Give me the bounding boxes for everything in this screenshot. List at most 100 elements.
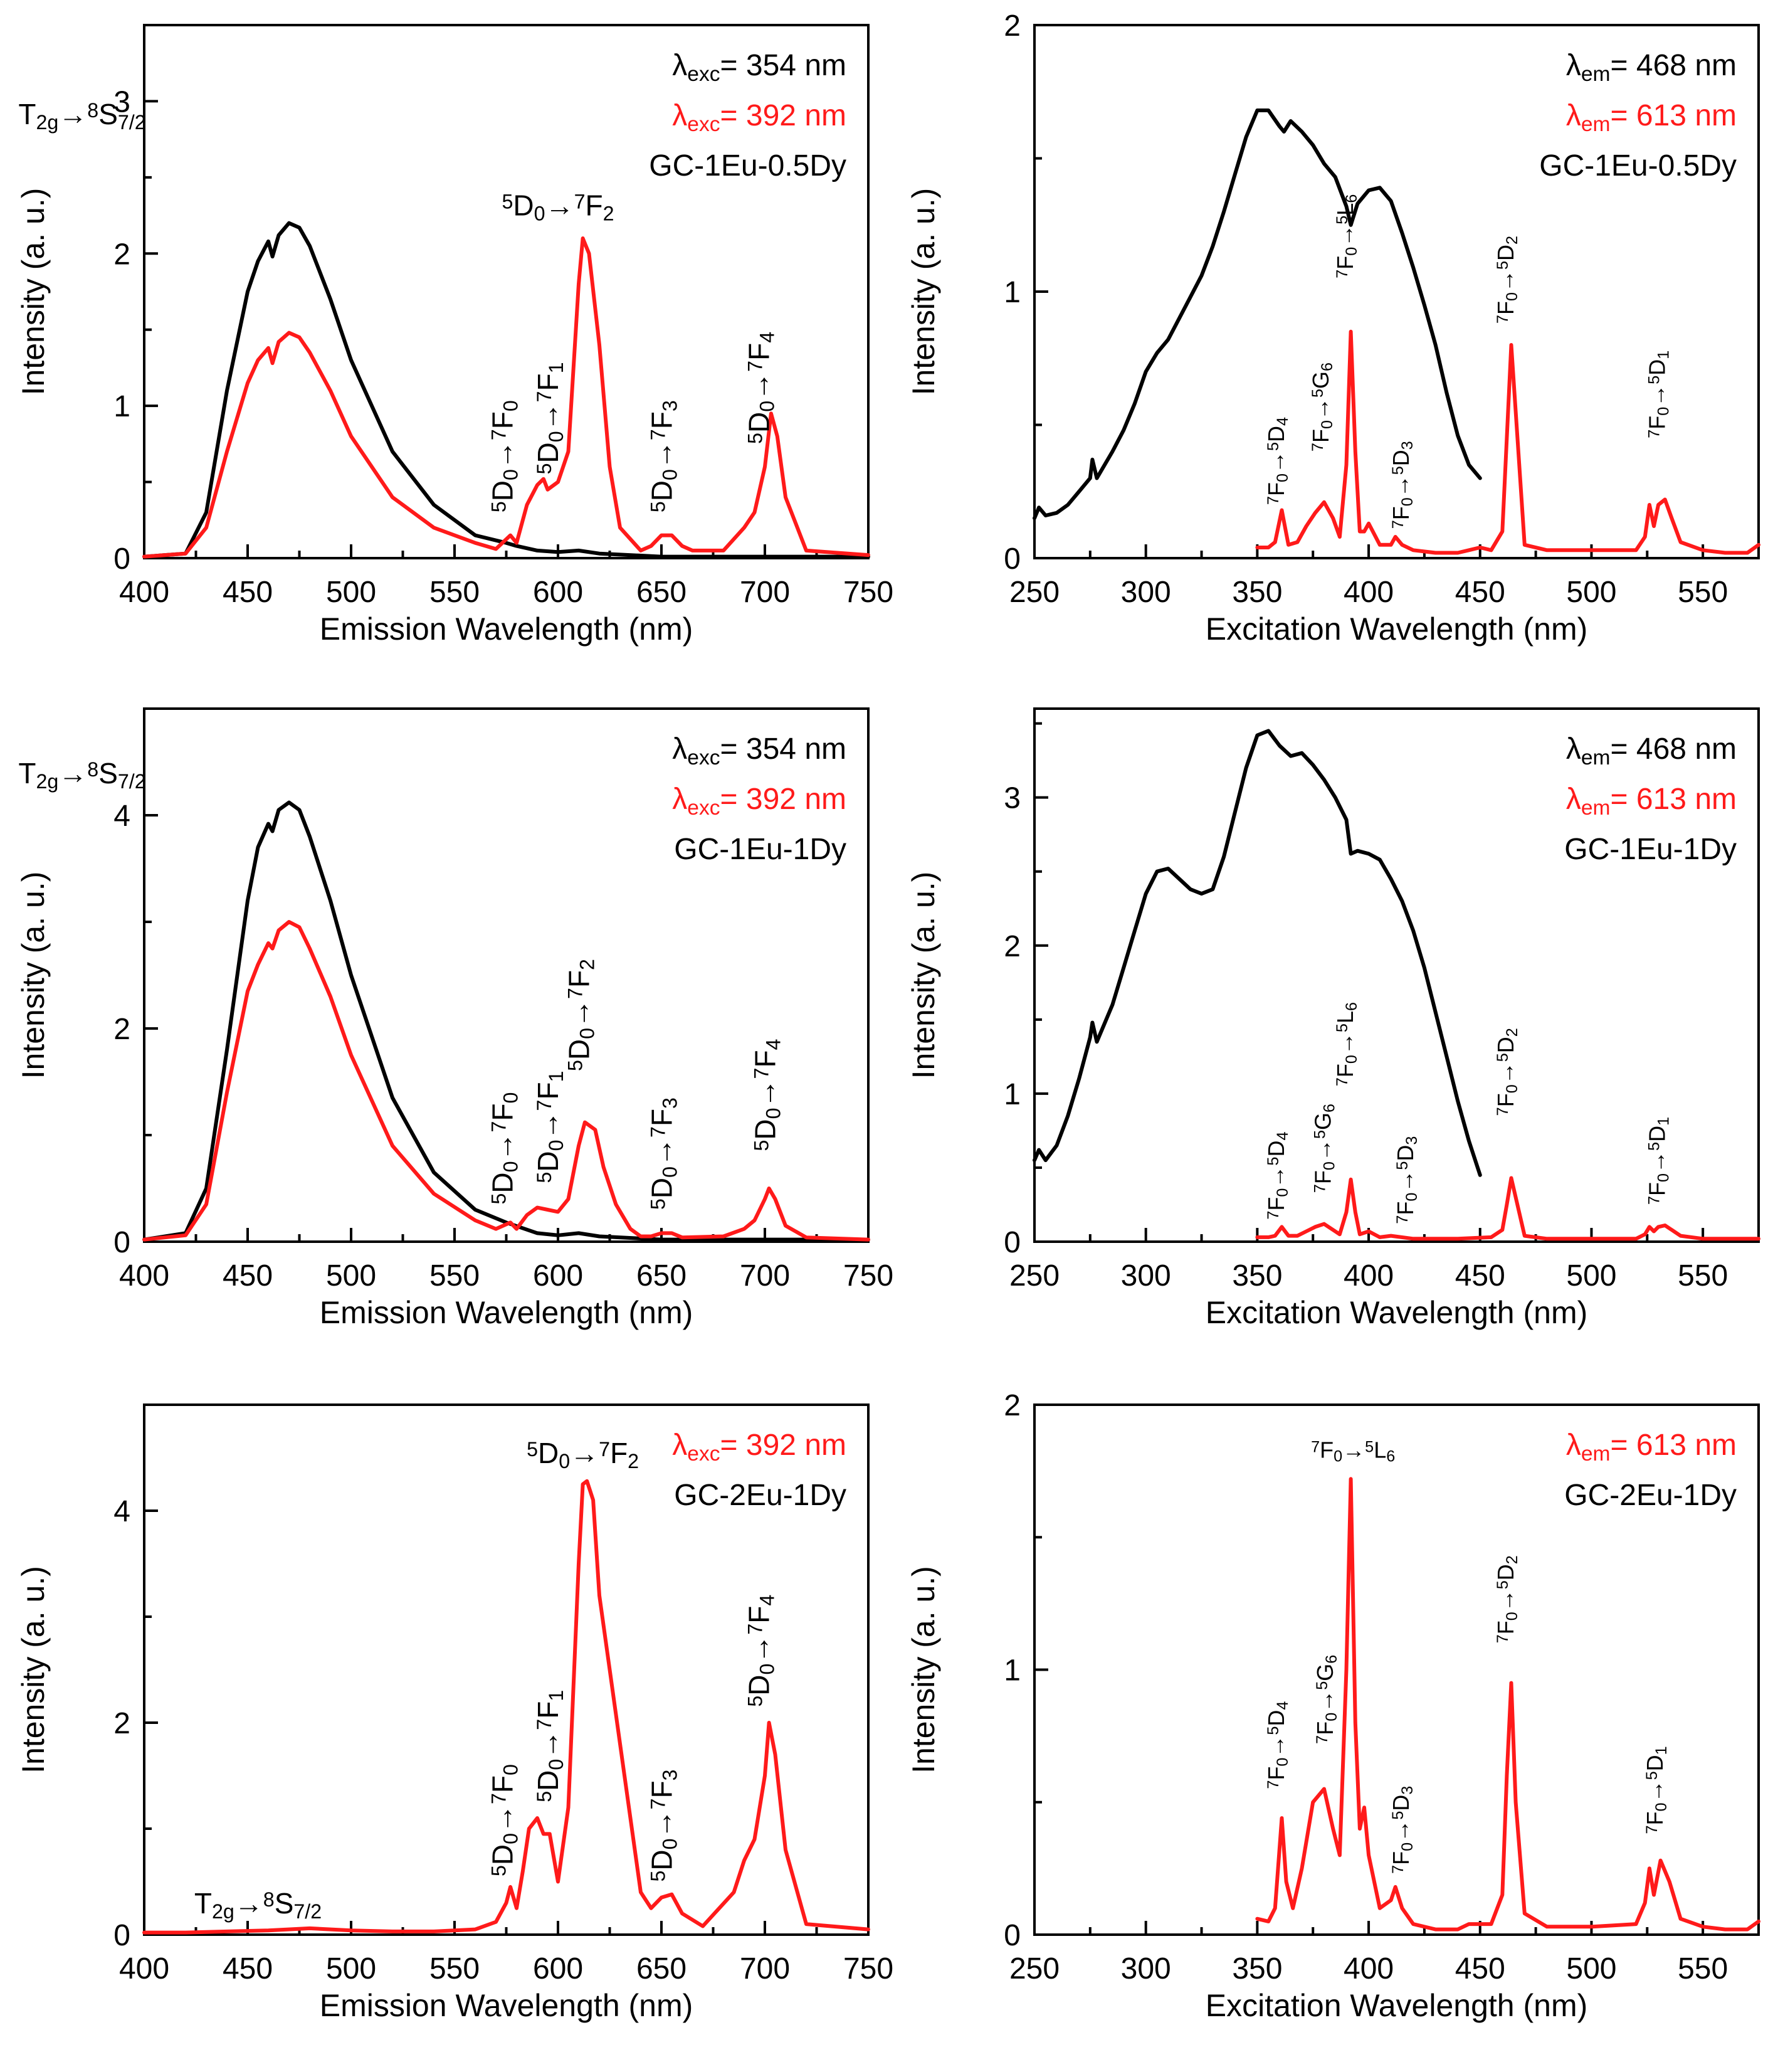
transition-annotation: 5D0→7F3 bbox=[646, 1097, 681, 1210]
series-line-red bbox=[1255, 329, 1760, 555]
x-tick-label: 250 bbox=[1009, 576, 1060, 609]
transition-annotation: 5D0→7F4 bbox=[749, 1039, 785, 1151]
series-line-red bbox=[142, 920, 870, 1242]
x-tick-label: 400 bbox=[1344, 1952, 1394, 1985]
x-tick-label: 250 bbox=[1009, 1259, 1060, 1292]
chart-panel-b: 250 300 350 400 450 500 550 0 1 2 Excitation Wavel… bbox=[906, 9, 1760, 647]
x-tick-label: 700 bbox=[740, 1952, 790, 1985]
x-tick-label: 550 bbox=[429, 576, 480, 609]
legend-entry: λem= 468 nm bbox=[1566, 732, 1737, 769]
series-line-red bbox=[1255, 1176, 1760, 1241]
x-tick-label: 250 bbox=[1009, 1952, 1060, 1985]
x-tick-label: 550 bbox=[429, 1259, 480, 1292]
transition-annotation: 5D0→7F0 bbox=[486, 1764, 522, 1876]
transition-annotation: 7F0→5D4 bbox=[1263, 417, 1292, 505]
x-tick-label: 450 bbox=[1455, 576, 1505, 609]
y-axis-label: Intensity (a. u.) bbox=[906, 1566, 941, 1773]
series-line-black bbox=[142, 221, 870, 559]
y-axis-label: Intensity (a. u.) bbox=[16, 1566, 51, 1773]
x-tick-label: 300 bbox=[1121, 1952, 1171, 1985]
y-tick-label: 2 bbox=[1004, 9, 1021, 43]
transition-annotation: 7F0→5L6 bbox=[1332, 194, 1360, 278]
y-tick-label: 1 bbox=[1004, 276, 1021, 309]
transition-annotation: 7F0→5L6 bbox=[1332, 1002, 1360, 1086]
legend-entry: λexc= 354 nm bbox=[672, 49, 846, 86]
transition-annotation: 7F0→5L6 bbox=[1311, 1437, 1395, 1466]
transition-annotation: T2g→8S7/2 bbox=[18, 757, 145, 793]
x-tick-label: 500 bbox=[326, 576, 376, 609]
transition-annotation: 5D0→7F1 bbox=[532, 1690, 567, 1802]
x-tick-label: 500 bbox=[1566, 576, 1616, 609]
x-tick-label: 500 bbox=[1566, 1259, 1616, 1292]
transition-annotation: 7F0→5D4 bbox=[1263, 1132, 1292, 1220]
x-tick-label: 550 bbox=[429, 1952, 480, 1985]
chart-panel-c: 400 450 500 550 600 650 700 750 0 2 4 Emission Wave… bbox=[16, 707, 893, 1330]
series-line-black bbox=[142, 800, 870, 1242]
x-tick-label: 600 bbox=[533, 1952, 583, 1985]
series-line-black bbox=[1033, 108, 1482, 521]
legend-entry: GC-2Eu-1Dy bbox=[674, 1479, 846, 1512]
x-tick-label: 550 bbox=[1678, 576, 1728, 609]
chart-panel-f: 250 300 350 400 450 500 550 0 1 2 Excitation Wavel… bbox=[906, 1389, 1760, 2023]
x-tick-label: 750 bbox=[843, 1259, 893, 1292]
legend-entry: λem= 468 nm bbox=[1566, 49, 1737, 86]
x-tick-label: 650 bbox=[636, 576, 687, 609]
x-tick-label: 750 bbox=[843, 576, 893, 609]
x-tick-label: 350 bbox=[1232, 1952, 1282, 1985]
legend-entry: λexc= 354 nm bbox=[672, 732, 846, 769]
x-tick-label: 700 bbox=[740, 1259, 790, 1292]
legend-entry: λem= 613 nm bbox=[1566, 99, 1737, 136]
y-tick-label: 0 bbox=[113, 1919, 130, 1952]
transition-annotation: 7F0→5D2 bbox=[1493, 1028, 1521, 1116]
legend-entry: GC-1Eu-1Dy bbox=[1564, 833, 1737, 866]
transition-annotation: 5D0→7F4 bbox=[743, 332, 779, 444]
x-tick-label: 700 bbox=[740, 576, 790, 609]
chart-panel-d: 250 300 350 400 450 500 550 0 1 2 3 Excitation Wave… bbox=[906, 707, 1760, 1330]
legend-entry: λexc= 392 nm bbox=[672, 1429, 846, 1466]
transition-annotation: 5D0→7F0 bbox=[486, 400, 522, 512]
y-tick-label: 3 bbox=[1004, 782, 1021, 815]
y-tick-label: 0 bbox=[1004, 1919, 1021, 1952]
transition-annotation: 7F0→5G6 bbox=[1310, 1104, 1339, 1193]
x-tick-label: 400 bbox=[119, 576, 169, 609]
x-tick-label: 650 bbox=[636, 1952, 687, 1985]
y-axis-label: Intensity (a. u.) bbox=[906, 188, 941, 396]
transition-annotation: 5D0→7F0 bbox=[486, 1092, 522, 1205]
y-tick-label: 1 bbox=[1004, 1654, 1021, 1688]
transition-annotation: 7F0→5D2 bbox=[1493, 236, 1521, 324]
y-tick-label: 2 bbox=[1004, 1389, 1021, 1422]
x-tick-label: 500 bbox=[326, 1259, 376, 1292]
x-axis-label: Emission Wavelength (nm) bbox=[320, 611, 693, 647]
transition-annotation: 7F0→5D3 bbox=[1392, 1136, 1421, 1224]
transition-annotation: 7F0→5G6 bbox=[1312, 1655, 1340, 1744]
x-tick-label: 350 bbox=[1232, 576, 1282, 609]
transition-annotation: 7F0→5G6 bbox=[1308, 362, 1336, 452]
x-tick-label: 450 bbox=[1455, 1259, 1505, 1292]
transition-annotation: 5D0→7F2 bbox=[563, 959, 599, 1071]
legend-entry: GC-1Eu-0.5Dy bbox=[1539, 149, 1737, 182]
transition-annotation: 5D0→7F2 bbox=[502, 189, 614, 225]
y-axis-label: Intensity (a. u.) bbox=[16, 188, 51, 396]
y-tick-label: 4 bbox=[113, 800, 130, 833]
legend-entry: λexc= 392 nm bbox=[672, 99, 846, 136]
y-tick-label: 0 bbox=[1004, 542, 1021, 576]
legend-entry: GC-2Eu-1Dy bbox=[1564, 1479, 1737, 1512]
transition-annotation: 5D0→7F3 bbox=[646, 1770, 681, 1882]
x-tick-label: 650 bbox=[636, 1259, 687, 1292]
y-tick-label: 2 bbox=[113, 1013, 130, 1046]
transition-annotation: 5D0→7F1 bbox=[532, 1071, 567, 1183]
x-tick-label: 750 bbox=[843, 1952, 893, 1985]
x-axis-label: Emission Wavelength (nm) bbox=[320, 1295, 693, 1330]
x-tick-label: 600 bbox=[533, 576, 583, 609]
y-axis-label: Intensity (a. u.) bbox=[16, 872, 51, 1079]
chart-panel-e: 400 450 500 550 600 650 700 750 0 2 4 Emission Wave… bbox=[16, 1403, 893, 2023]
legend-entry: GC-1Eu-1Dy bbox=[674, 833, 846, 866]
y-tick-label: 2 bbox=[113, 238, 130, 271]
x-tick-label: 450 bbox=[223, 576, 273, 609]
plot-frame bbox=[1033, 707, 1760, 1243]
transition-annotation: 7F0→5D4 bbox=[1263, 1701, 1292, 1789]
x-tick-label: 400 bbox=[119, 1952, 169, 1985]
x-tick-label: 400 bbox=[1344, 576, 1394, 609]
legend-entry: GC-1Eu-0.5Dy bbox=[649, 149, 846, 182]
